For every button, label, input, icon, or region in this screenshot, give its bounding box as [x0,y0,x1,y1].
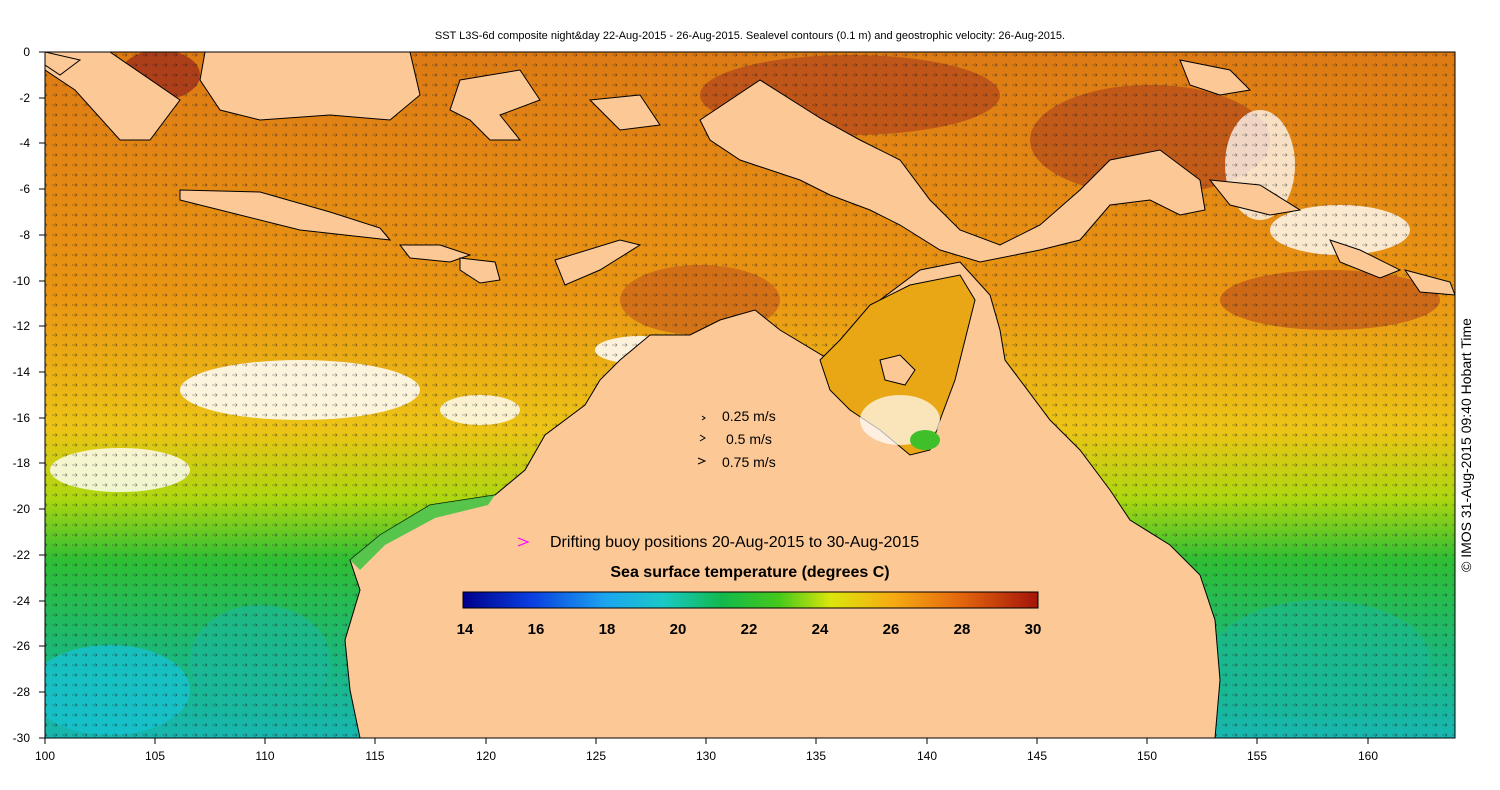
x-tick-label: 135 [806,749,826,763]
y-tick-label: -10 [13,274,31,288]
y-tick-label: -6 [19,182,30,196]
y-tick-label: -20 [13,502,31,516]
land-island [879,354,916,386]
buoy-marker-icon [517,537,530,547]
plot-frame [44,51,1456,739]
y-tick-label: -30 [13,731,31,745]
velocity-legend-label: 0.5 m/s [726,431,772,447]
buoy-legend: Drifting buoy positions 20-Aug-2015 to 3… [517,534,919,551]
colorbar-tick-label: 14 [457,621,474,638]
x-tick-label: 160 [1358,749,1378,763]
x-tick-label: 145 [1027,749,1047,763]
x-tick-label: 115 [365,749,384,763]
velocity-legend-label: 0.25 m/s [722,408,776,424]
x-axis [44,738,1369,744]
land-peninsula [45,52,82,76]
x-tick-label: 105 [145,749,165,763]
velocity-legend: 0.25 m/s 0.5 m/s 0.75 m/s [697,408,776,470]
y-tick-label: -24 [13,594,31,608]
map-plot-area [45,52,1455,738]
land-borneo [199,52,421,121]
velocity-legend-label: 0.75 m/s [722,454,776,470]
x-tick-label: 140 [917,749,937,763]
buoy-legend-label: Drifting buoy positions 20-Aug-2015 to 3… [550,534,919,551]
land-sulawesi [449,69,541,141]
arrow-icon [697,457,707,465]
land-island [588,94,661,131]
land-new-britain [1208,179,1302,216]
credit-text: © IMOS 31-Aug-2015 09:40 Hobart Time [1458,318,1474,572]
x-tick-label: 100 [35,749,55,763]
y-tick-labels: 0 -2 -4 -6 -8 -10 -12 -14 -16 -18 -20 -2… [13,45,31,745]
colorbar-gradient [462,591,1039,609]
y-tick-label: -22 [13,548,31,562]
x-tick-label: 150 [1137,749,1157,763]
colorbar-tick-label: 16 [528,621,545,638]
y-tick-label: -28 [13,685,31,699]
x-tick-label: 130 [696,749,716,763]
colorbar: Sea surface temperature (degrees C) 14 1… [457,564,1042,638]
y-tick-label: -4 [19,136,30,150]
y-tick-label: -18 [13,456,31,470]
colorbar-tick-label: 28 [954,621,971,638]
y-tick-label: -26 [13,639,31,653]
colorbar-tick-label: 24 [812,621,829,638]
colorbar-tick-label: 26 [883,621,900,638]
x-tick-label: 120 [476,749,496,763]
map-title: SST L3S-6d composite night&day 22-Aug-20… [434,30,1066,42]
x-tick-labels: 100 105 110 115 120 125 130 135 140 145 … [35,749,1378,763]
y-tick-label: -14 [13,365,31,379]
y-tick-label: -8 [19,228,30,242]
land-timor [554,239,642,286]
land-island [1179,59,1252,96]
y-tick-label: -2 [19,91,30,105]
land-sumatra [45,52,181,141]
x-tick-label: 110 [255,749,274,763]
y-tick-label: 0 [23,45,30,59]
colorbar-tick-label: 20 [670,621,687,638]
colorbar-tick-label: 18 [599,621,616,638]
colorbar-tick-label: 22 [741,621,758,638]
y-axis [39,51,45,739]
y-tick-label: -16 [13,411,31,425]
land-solomon [1329,239,1402,279]
land [45,52,1455,738]
colorbar-tick-label: 30 [1025,621,1042,638]
land-java [179,189,392,241]
x-tick-label: 125 [586,749,606,763]
cool-patch [910,430,940,450]
arrow-icon [701,415,706,421]
x-tick-label: 155 [1247,749,1267,763]
colorbar-title: Sea surface temperature (degrees C) [610,564,889,581]
y-tick-label: -12 [13,319,31,333]
land-new-guinea [699,79,1206,263]
land-island [459,257,501,284]
coastal-strip [350,495,495,570]
arrow-icon [699,434,706,442]
land-solomon [1403,269,1455,296]
